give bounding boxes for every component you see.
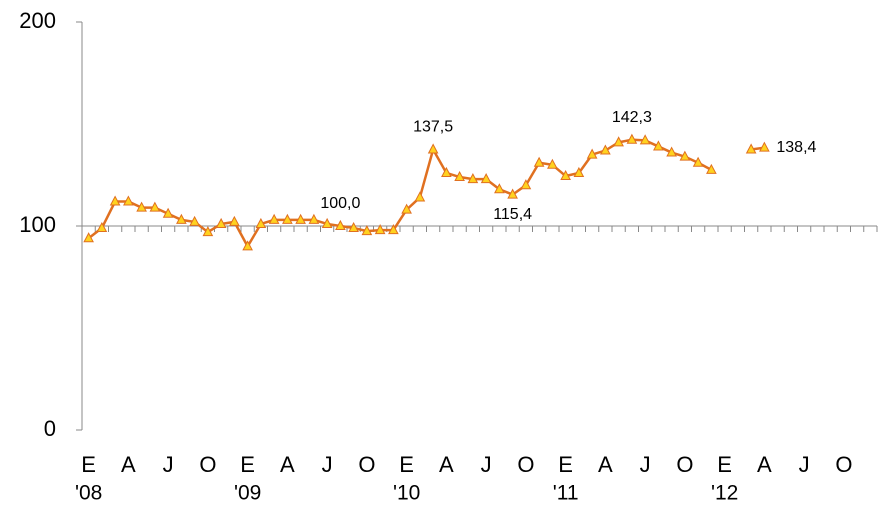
x-tick-label: E (558, 452, 573, 477)
marker (388, 224, 399, 235)
marker (149, 201, 161, 212)
marker (123, 195, 134, 206)
marker (759, 141, 770, 152)
x-tick-label: J (640, 452, 651, 477)
marker (189, 215, 200, 226)
marker (666, 146, 677, 157)
marker (136, 201, 147, 212)
x-tick-label: E (240, 452, 255, 477)
marker (282, 213, 293, 224)
marker (96, 221, 108, 233)
marker (533, 156, 545, 167)
x-tick-label: J (322, 452, 333, 477)
x-tick-label: E (81, 452, 96, 477)
marker (454, 170, 465, 182)
marker (401, 203, 412, 214)
marker (706, 163, 717, 174)
x-tick-label: O (835, 452, 852, 477)
marker (242, 240, 253, 251)
x-tick-label: A (280, 452, 295, 477)
y-tick-label: 200 (19, 8, 56, 33)
marker (427, 143, 439, 154)
y-tick-label: 0 (44, 416, 56, 441)
marker (560, 169, 571, 181)
marker (83, 232, 94, 243)
data-label: 138,4 (776, 139, 816, 156)
year-label: '12 (711, 482, 738, 505)
marker (414, 191, 426, 202)
x-tick-label: O (676, 452, 693, 477)
marker (109, 195, 121, 206)
marker (639, 134, 651, 145)
x-tick-label: J (163, 452, 174, 477)
marker (348, 221, 359, 233)
year-label: '11 (553, 482, 579, 505)
marker (494, 183, 505, 194)
x-tick-label: A (757, 452, 772, 477)
x-tick-label: J (799, 452, 810, 477)
x-tick-label: A (439, 452, 454, 477)
marker (441, 166, 452, 177)
marker (229, 215, 240, 226)
marker (321, 217, 333, 228)
x-tick-label: O (517, 452, 534, 477)
marker (162, 207, 174, 218)
year-label: '08 (75, 482, 102, 505)
x-tick-label: E (717, 452, 732, 477)
marker (215, 217, 227, 228)
data-label: 115,4 (493, 206, 532, 223)
x-tick-label: O (199, 452, 216, 477)
marker (547, 158, 558, 169)
x-tick-label: E (399, 452, 414, 477)
marker (480, 173, 492, 184)
data-label: 142,3 (612, 109, 652, 126)
marker (255, 217, 267, 228)
x-tick-label: A (598, 452, 613, 477)
marker (613, 136, 624, 147)
data-label: 137,5 (413, 119, 453, 136)
marker (520, 179, 532, 190)
data-label: 100,0 (320, 195, 360, 212)
marker (374, 224, 386, 235)
marker (268, 213, 280, 224)
marker (507, 188, 518, 199)
marker (679, 150, 691, 161)
marker (573, 166, 585, 177)
marker (295, 213, 306, 224)
marker (467, 173, 479, 184)
year-label: '09 (234, 482, 261, 505)
marker (692, 156, 704, 167)
marker (600, 144, 611, 155)
marker (626, 133, 638, 144)
y-tick-label: 100 (19, 212, 56, 237)
marker (653, 140, 664, 151)
marker (176, 213, 187, 224)
marker (361, 225, 373, 236)
marker (335, 219, 346, 230)
marker (586, 148, 598, 159)
x-tick-label: J (481, 452, 492, 477)
x-tick-label: O (358, 452, 375, 477)
marker (202, 226, 214, 237)
marker (308, 213, 320, 224)
year-label: '10 (393, 482, 420, 505)
x-tick-label: A (121, 452, 136, 477)
marker (745, 143, 757, 154)
